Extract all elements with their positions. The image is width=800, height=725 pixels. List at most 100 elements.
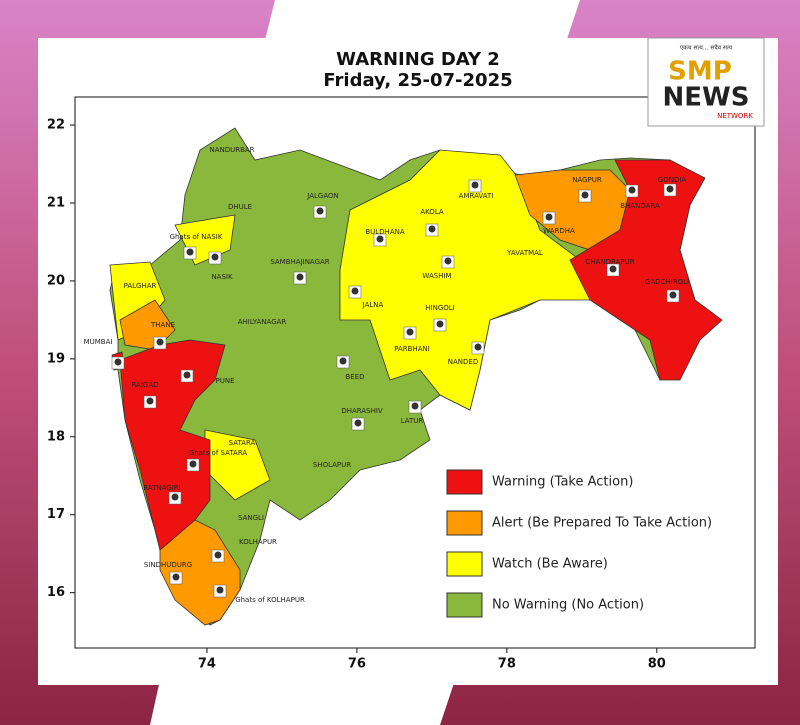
logo-box xyxy=(647,37,765,127)
weather-icon-cloud xyxy=(628,186,636,194)
logo: एकच सत्य... सदैव सत्य SMP NEWS NETWORK xyxy=(647,37,765,127)
logo-brand: NEWS xyxy=(663,83,750,113)
district-label: NAGPUR xyxy=(572,176,602,184)
region-red xyxy=(119,339,226,551)
weather-icon-cloud xyxy=(444,257,452,265)
logo-tagline: एकच सत्य... सदैव सत्य xyxy=(680,44,733,52)
district-label: AKOLA xyxy=(420,208,444,216)
district-label: SATARA xyxy=(229,439,256,447)
y-tick-label: 20 xyxy=(47,273,65,288)
district-label: BEED xyxy=(345,373,364,381)
x-tick-label: 76 xyxy=(348,657,366,672)
weather-icon-cloud xyxy=(189,460,197,468)
legend-swatch xyxy=(446,551,483,577)
weather-icon-cloud xyxy=(146,397,154,405)
logo-brand: SMP xyxy=(668,57,732,87)
district-label: MUMBAI xyxy=(84,338,113,346)
district-label: JALNA xyxy=(362,301,384,309)
district-label: AMRAVATI xyxy=(459,192,494,200)
legend-swatch xyxy=(446,469,483,495)
district-label: RAIGAD xyxy=(131,381,158,389)
weather-icon-cloud xyxy=(354,419,362,427)
district-label: DHULE xyxy=(228,203,252,211)
district-label: NANDED xyxy=(448,358,478,366)
district-label: NASIK xyxy=(211,273,233,281)
weather-icon-cloud xyxy=(316,207,324,215)
y-tick-label: 19 xyxy=(47,351,65,366)
district-label: GADCHIROLI xyxy=(645,278,689,286)
legend-label: Alert (Be Prepared To Take Action) xyxy=(492,516,712,531)
weather-icon-cloud xyxy=(296,273,304,281)
district-label: NANDURBAR xyxy=(209,146,254,154)
district-label: WARDHA xyxy=(543,227,575,235)
district-label: THANE xyxy=(150,321,175,329)
subtitle: Friday, 25-07-2025 xyxy=(323,70,512,91)
weather-icon-cloud xyxy=(114,358,122,366)
logo-network: NETWORK xyxy=(717,112,753,120)
regions xyxy=(109,127,723,626)
district-label: GONDIA xyxy=(658,176,687,184)
weather-icon-cloud xyxy=(581,191,589,199)
district-label: CHANDRAPUR xyxy=(585,258,634,266)
weather-icon-cloud xyxy=(376,235,384,243)
weather-icon-cloud xyxy=(156,338,164,346)
y-tick-label: 22 xyxy=(47,118,65,133)
district-label: BULDHANA xyxy=(365,228,405,236)
weather-icon-cloud xyxy=(214,551,222,559)
district-label: PALGHAR xyxy=(124,282,157,290)
region-red xyxy=(569,159,723,381)
weather-icon-cloud xyxy=(474,343,482,351)
district-label: Ghats of KOLHAPUR xyxy=(235,596,305,604)
legend-swatch xyxy=(446,592,483,618)
y-tick-label: 18 xyxy=(47,429,65,444)
x-tick-label: 78 xyxy=(498,657,516,672)
district-label: SINDHUDURG xyxy=(144,561,192,569)
title: WARNING DAY 2 xyxy=(336,49,500,70)
weather-icon-cloud xyxy=(666,185,674,193)
district-label: AHILYANAGAR xyxy=(238,318,287,326)
district-label: KOLHAPUR xyxy=(239,538,277,546)
district-label: Ghats of SATARA xyxy=(189,449,248,457)
weather-icon-cloud xyxy=(428,225,436,233)
district-label: SANGLI xyxy=(238,514,264,522)
weather-icon-cloud xyxy=(183,371,191,379)
weather-icon-cloud xyxy=(669,291,677,299)
weather-icon-cloud xyxy=(211,253,219,261)
district-label: LATUR xyxy=(401,417,424,425)
legend-label: Watch (Be Aware) xyxy=(492,557,608,572)
weather-icon-cloud xyxy=(411,402,419,410)
district-label: HINGOLI xyxy=(425,304,454,312)
weather-icon-cloud xyxy=(471,181,479,189)
weather-icon-cloud xyxy=(186,248,194,256)
district-label: Ghats of NASIK xyxy=(170,233,223,241)
weather-icon-cloud xyxy=(545,213,553,221)
weather-icon-cloud xyxy=(339,357,347,365)
legend-label: No Warning (No Action) xyxy=(492,598,644,613)
district-label: PUNE xyxy=(215,377,234,385)
weather-icon-cloud xyxy=(171,493,179,501)
legend-swatch xyxy=(446,510,483,536)
weather-icon-cloud xyxy=(406,328,414,336)
weather-icon-cloud xyxy=(216,586,224,594)
legend-label: Warning (Take Action) xyxy=(492,475,633,490)
x-tick-label: 80 xyxy=(648,657,666,672)
weather-icon-cloud xyxy=(172,573,180,581)
x-tick-label: 74 xyxy=(198,657,216,672)
weather-icon-cloud xyxy=(609,265,617,273)
district-label: BHANDARA xyxy=(620,202,660,210)
district-label: JALGAON xyxy=(306,192,338,200)
weather-icon-cloud xyxy=(436,320,444,328)
y-tick-label: 17 xyxy=(47,507,65,522)
weather-icon-cloud xyxy=(351,287,359,295)
district-label: WASHIM xyxy=(422,272,451,280)
district-label: YAVATMAL xyxy=(506,249,543,257)
y-tick-label: 16 xyxy=(47,585,65,600)
region-orange xyxy=(159,519,241,626)
region-yellow xyxy=(339,149,591,411)
district-label: DHARASHIV xyxy=(341,407,383,415)
district-label: SAMBHAJINAGAR xyxy=(270,258,329,266)
district-label: PARBHANI xyxy=(394,345,430,353)
district-label: RATNAGIRI xyxy=(143,484,180,492)
bg-shape xyxy=(150,680,455,725)
